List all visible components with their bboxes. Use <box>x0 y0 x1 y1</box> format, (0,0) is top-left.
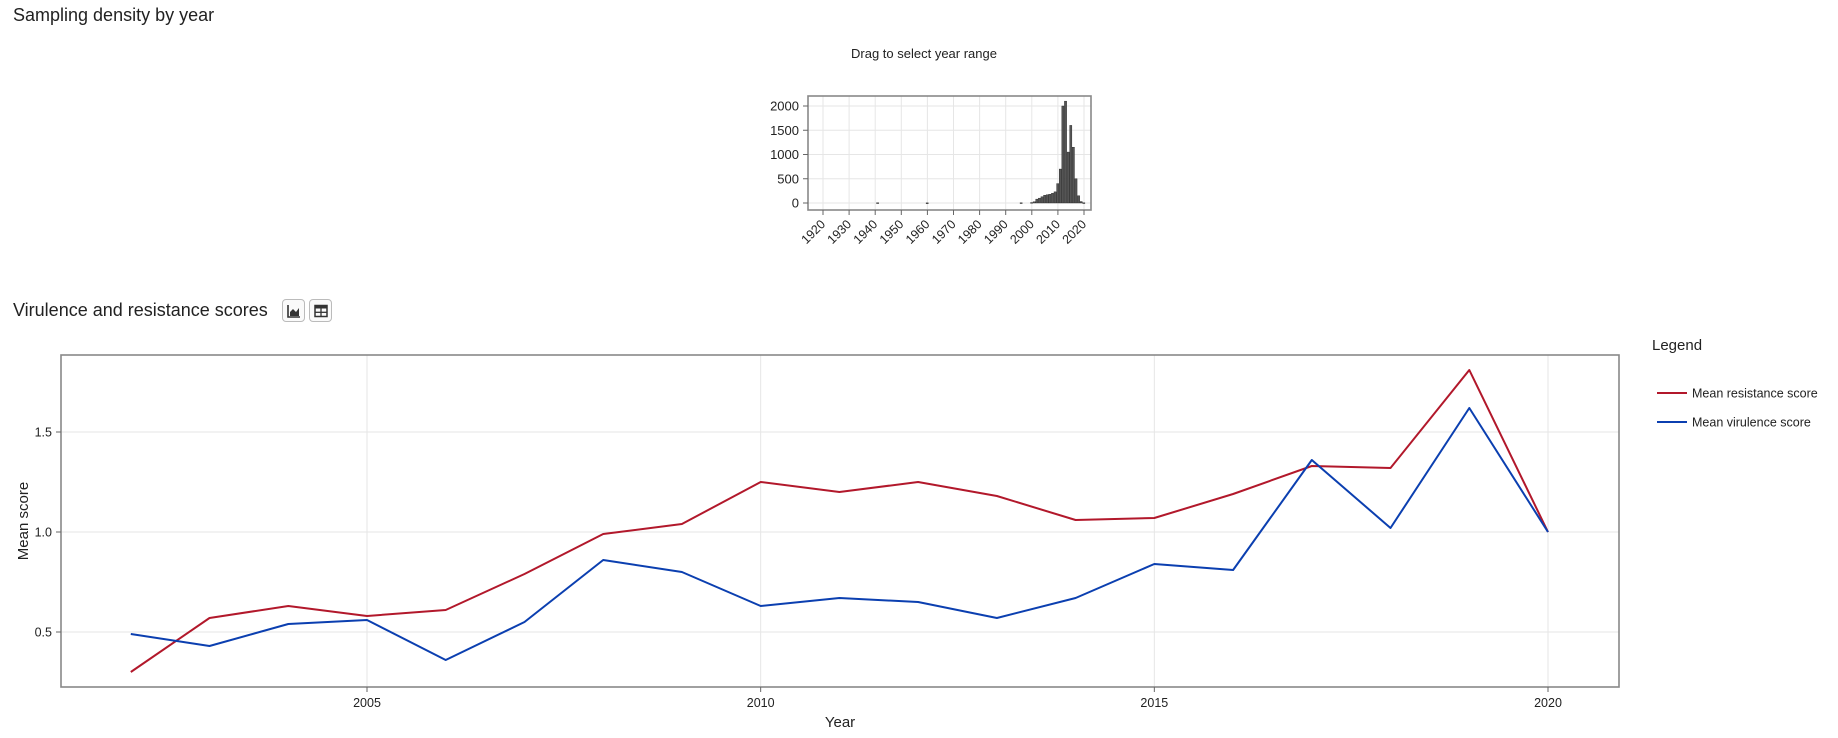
histogram-frame <box>807 95 1092 211</box>
histogram-bar[interactable] <box>1077 195 1080 204</box>
histogram-xtick-label: 1970 <box>929 217 959 247</box>
table-icon <box>314 304 328 318</box>
histogram-xtick-label: 1960 <box>903 217 933 247</box>
histogram-bar[interactable] <box>876 202 879 204</box>
legend-title: Legend <box>1652 337 1702 354</box>
histogram-ytick-label: 2000 <box>770 99 799 114</box>
histogram-bar[interactable] <box>1079 201 1083 204</box>
histogram-bar[interactable] <box>1061 105 1065 204</box>
histogram-xtick-label: 2000 <box>1007 217 1037 247</box>
histogram-bar[interactable] <box>1030 202 1033 204</box>
histogram-bar[interactable] <box>1066 151 1070 204</box>
histogram-xtick-label: 1980 <box>955 217 985 247</box>
histogram-xtick-label: 1940 <box>851 217 881 247</box>
histogram-bar[interactable] <box>1045 194 1049 204</box>
histogram-bar[interactable] <box>1072 147 1075 204</box>
chart-view-button[interactable] <box>282 299 305 322</box>
sampling-density-histogram[interactable]: Drag to select year range 0 500 1000 1500 20… <box>0 0 1838 290</box>
line-ytick-label: 0.5 <box>35 626 52 640</box>
histogram-ytick-label: 1500 <box>770 123 799 138</box>
histogram-bar[interactable] <box>1038 197 1041 204</box>
y-axis-label: Mean score <box>15 482 32 560</box>
area-chart-icon <box>287 305 300 318</box>
histogram-ytick-label: 1000 <box>770 147 799 162</box>
histogram-bar[interactable] <box>1064 100 1067 204</box>
line-ytick-label: 1.0 <box>35 526 52 540</box>
histogram-bar[interactable] <box>925 202 929 204</box>
histogram-ytick-label: 500 <box>777 171 799 186</box>
histogram-bar[interactable] <box>1082 202 1086 204</box>
histogram-bar[interactable] <box>1040 196 1044 204</box>
scores-line-chart[interactable]: 0.5 1.0 1.5 2005 2010 2015 2020 Year Mean sco… <box>0 330 1838 738</box>
histogram-xtick-label: 1990 <box>981 217 1011 247</box>
histogram-xtick-label: 2010 <box>1033 217 1063 247</box>
scores-section-title: Virulence and resistance scores <box>13 300 268 320</box>
series-line-virulence[interactable] <box>130 407 1549 661</box>
histogram-xtick-label: 1920 <box>799 217 829 247</box>
histogram-ytick-label: 0 <box>792 196 799 211</box>
line-chart-frame <box>60 354 1620 688</box>
series-line-resistance[interactable] <box>130 369 1549 673</box>
histogram-bar[interactable] <box>1043 195 1046 204</box>
line-ytick-label: 1.5 <box>35 426 52 440</box>
histogram-xtick-label: 2020 <box>1060 217 1090 247</box>
density-section-title: Sampling density by year <box>13 5 215 25</box>
legend-entry-label[interactable]: Mean virulence score <box>1692 416 1811 430</box>
histogram-bar[interactable] <box>1035 198 1039 204</box>
histogram-bar[interactable] <box>1019 202 1023 204</box>
legend-entry-label[interactable]: Mean resistance score <box>1692 387 1818 401</box>
x-axis-label: Year <box>825 714 855 731</box>
histogram-xtick-label: 1930 <box>825 217 855 247</box>
histogram-bar[interactable] <box>1074 178 1078 204</box>
table-view-button[interactable] <box>309 299 332 322</box>
line-xtick-label: 2020 <box>1534 696 1562 710</box>
histogram-title: Drag to select year range <box>851 46 997 61</box>
line-xtick-label: 2010 <box>747 696 775 710</box>
histogram-xtick-label: 1950 <box>877 217 907 247</box>
histogram-bar[interactable] <box>1051 193 1054 204</box>
histogram-bar[interactable] <box>1048 194 1052 204</box>
line-xtick-label: 2005 <box>353 696 381 710</box>
histogram-bar[interactable] <box>1069 125 1073 204</box>
histogram-bar[interactable] <box>1053 191 1057 204</box>
histogram-bar[interactable] <box>1056 183 1060 204</box>
histogram-bar[interactable] <box>1032 201 1036 204</box>
line-xtick-label: 2015 <box>1140 696 1168 710</box>
histogram-bar[interactable] <box>1059 168 1062 204</box>
